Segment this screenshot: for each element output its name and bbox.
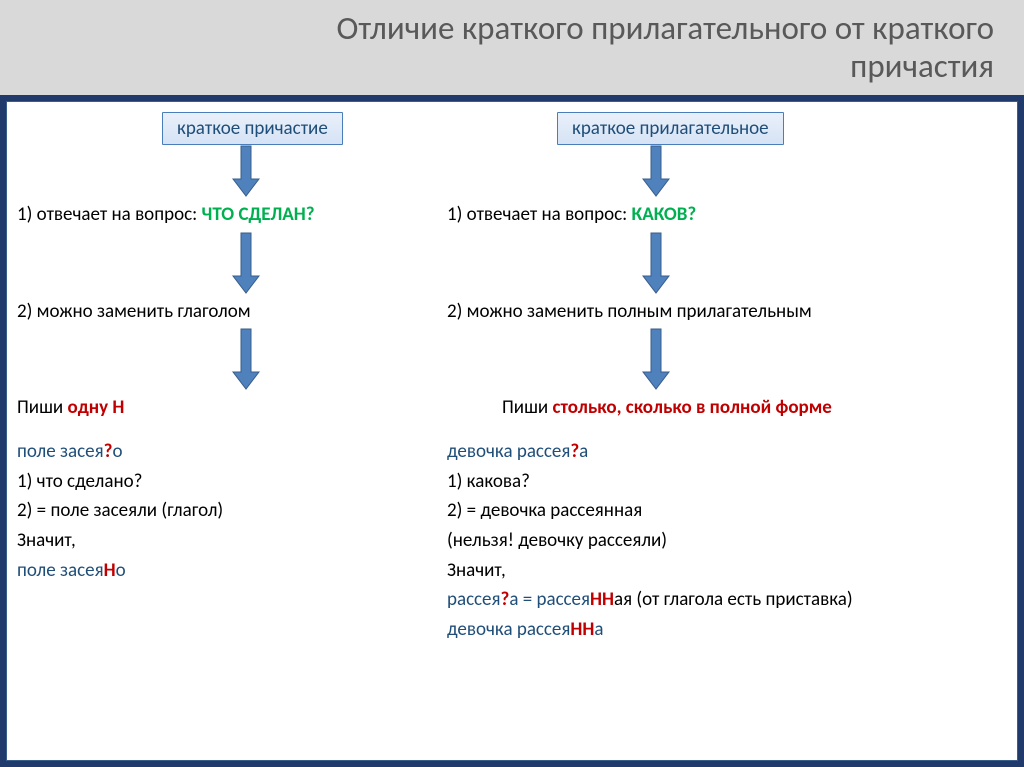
arrow-down-icon [642,328,670,390]
left-ex4-a: поле засея [17,559,104,582]
right-exh-q: ? [570,440,579,463]
left-q1-prefix: 1) отвечает на вопрос: [17,203,202,226]
right-q2: 2) можно заменить полным прилагательным [447,296,1007,329]
right-ex4: Значит, [447,556,1007,586]
arrow-down-icon [232,145,260,197]
left-exh-a: поле засея [17,440,104,463]
left-ex-head: поле засея?о [17,437,497,467]
left-rule: Пиши одну Н [17,392,497,425]
page-title: Отличие краткого прилагательного от крат… [337,10,994,86]
right-ex1: 1) какова? [447,467,1007,497]
left-ex2: 2) = поле засеяли (глагол) [17,496,497,526]
right-rule-prefix: Пиши [502,396,553,419]
left-q1: 1) отвечает на вопрос: ЧТО СДЕЛАН? [17,199,497,232]
left-rule-prefix: Пиши [17,396,68,419]
right-exh-b: а [579,440,588,463]
arrow-wrap-l3 [17,328,497,392]
left-ex1: 1) что сделано? [17,467,497,497]
right-ex5: рассея?а = рассеяННая (от глагола есть п… [447,585,1007,615]
right-rule: Пиши столько, сколько в полной форме [447,392,1007,425]
right-ex5-n: НН [590,588,614,611]
header-bar: Отличие краткого прилагательного от крат… [0,0,1024,95]
right-ex6: девочка рассеяННа [447,615,1007,645]
right-ex5-b: а = рассея [509,588,590,611]
left-column: краткое причастие 1) отвечает на вопрос:… [17,112,497,585]
arrow-wrap-l2 [17,232,497,296]
left-examples: поле засея?о 1) что сделано? 2) = поле з… [17,437,497,585]
arrow-down-icon [642,232,670,294]
left-q1-green: ЧТО СДЕЛАН? [202,203,315,226]
right-examples: девочка рассея?а 1) какова? 2) = девочка… [447,437,1007,644]
right-exh-a: девочка рассея [447,440,570,463]
right-box-wrap: краткое прилагательное [447,112,1007,145]
right-box: краткое прилагательное [557,112,784,145]
left-ex4-n: Н [104,559,116,582]
right-ex6-n: НН [570,618,594,641]
right-q1-prefix: 1) отвечает на вопрос: [447,203,632,226]
left-ex3: Значит, [17,526,497,556]
right-rule-red: столько, сколько в полной форме [553,396,832,419]
arrow-wrap-r1 [447,145,1007,199]
right-column: краткое прилагательное 1) отвечает на во… [447,112,1007,645]
left-exh-b: о [112,440,122,463]
arrow-wrap-r3 [447,328,1007,392]
arrow-down-icon [232,328,260,390]
right-ex2: 2) = девочка рассеянная [447,496,1007,526]
right-ex5-q: ? [501,588,510,611]
arrow-wrap-l1 [17,145,497,199]
right-ex3: (нельзя! девочку рассеяли) [447,526,1007,556]
right-ex6-b: а [594,618,603,641]
content-area: краткое причастие 1) отвечает на вопрос:… [6,101,1018,761]
right-ex6-a: девочка рассея [447,618,570,641]
right-ex-head: девочка рассея?а [447,437,1007,467]
arrow-down-icon [642,145,670,197]
right-q1: 1) отвечает на вопрос: КАКОВ? [447,199,1007,232]
left-rule-red: одну Н [68,396,125,419]
right-ex5-c: ая (от глагола есть приставка) [614,588,853,611]
arrow-down-icon [232,232,260,294]
left-ex4: поле засеяНо [17,556,497,586]
arrow-wrap-r2 [447,232,1007,296]
left-ex4-b: о [116,559,126,582]
left-box-wrap: краткое причастие [17,112,497,145]
left-q2: 2) можно заменить глаголом [17,296,497,329]
right-ex5-a: рассея [447,588,501,611]
left-box: краткое причастие [162,112,343,145]
right-q1-green: КАКОВ? [632,203,697,226]
